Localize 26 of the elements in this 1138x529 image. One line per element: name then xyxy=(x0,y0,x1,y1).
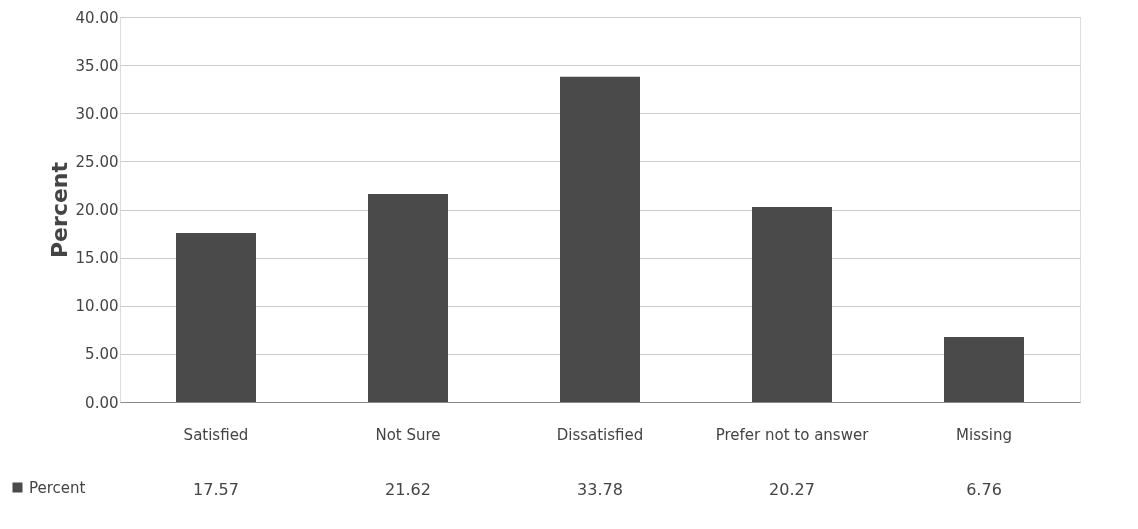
x-tick-label: Dissatisfied xyxy=(556,425,644,444)
y-tick-label: 30.00 xyxy=(75,104,119,123)
legend-label: Percent xyxy=(29,478,86,497)
x-tick-label: Satisfied xyxy=(183,425,249,444)
y-tick-label: 35.00 xyxy=(75,56,119,75)
bar xyxy=(944,336,1024,402)
y-tick-label: 0.00 xyxy=(85,393,119,412)
y-axis-title: Percent xyxy=(46,161,72,259)
x-tick-label: Missing xyxy=(956,425,1012,444)
x-tick-label: Prefer not to answer xyxy=(715,425,870,444)
y-tick-label: 10.00 xyxy=(75,297,119,316)
data-label: 6.76 xyxy=(966,480,1002,499)
bar xyxy=(560,76,640,402)
bar xyxy=(368,193,448,402)
x-tick-label: Not Sure xyxy=(375,425,441,444)
y-tick-label: 40.00 xyxy=(75,8,119,27)
y-tick-label: 15.00 xyxy=(75,249,119,268)
data-label: 17.57 xyxy=(193,480,239,499)
bar xyxy=(176,232,256,402)
data-label: 21.62 xyxy=(385,480,431,499)
bar xyxy=(752,206,832,402)
y-tick-label: 5.00 xyxy=(85,345,119,364)
y-tick-label: 20.00 xyxy=(75,201,119,219)
data-label: 20.27 xyxy=(769,480,815,499)
data-label: 33.78 xyxy=(577,480,623,499)
y-tick-label: 25.00 xyxy=(75,152,119,171)
